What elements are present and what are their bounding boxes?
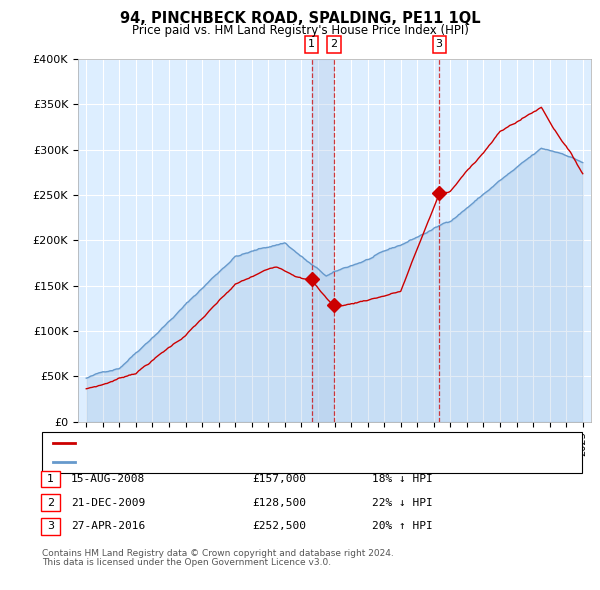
Text: £128,500: £128,500 — [252, 498, 306, 507]
Text: Contains HM Land Registry data © Crown copyright and database right 2024.: Contains HM Land Registry data © Crown c… — [42, 549, 394, 558]
Bar — [311, 59, 334, 422]
Text: Price paid vs. HM Land Registry's House Price Index (HPI): Price paid vs. HM Land Registry's House … — [131, 24, 469, 37]
Text: 2: 2 — [47, 498, 54, 507]
Text: 94, PINCHBECK ROAD, SPALDING, PE11 1QL: 94, PINCHBECK ROAD, SPALDING, PE11 1QL — [119, 11, 481, 27]
Text: HPI: Average price, detached house, South Holland: HPI: Average price, detached house, Sout… — [82, 457, 361, 467]
Text: 1: 1 — [308, 40, 315, 50]
Text: 15-AUG-2008: 15-AUG-2008 — [71, 474, 145, 484]
Text: £157,000: £157,000 — [252, 474, 306, 484]
Text: 20% ↑ HPI: 20% ↑ HPI — [372, 522, 433, 531]
Text: 21-DEC-2009: 21-DEC-2009 — [71, 498, 145, 507]
Text: 27-APR-2016: 27-APR-2016 — [71, 522, 145, 531]
Text: 18% ↓ HPI: 18% ↓ HPI — [372, 474, 433, 484]
Text: 1: 1 — [47, 474, 54, 484]
Text: £252,500: £252,500 — [252, 522, 306, 531]
Text: 3: 3 — [436, 40, 443, 50]
Text: 3: 3 — [47, 522, 54, 531]
Text: 94, PINCHBECK ROAD, SPALDING, PE11 1QL (detached house): 94, PINCHBECK ROAD, SPALDING, PE11 1QL (… — [82, 438, 422, 448]
Text: 22% ↓ HPI: 22% ↓ HPI — [372, 498, 433, 507]
Text: This data is licensed under the Open Government Licence v3.0.: This data is licensed under the Open Gov… — [42, 558, 331, 568]
Text: 2: 2 — [331, 40, 338, 50]
